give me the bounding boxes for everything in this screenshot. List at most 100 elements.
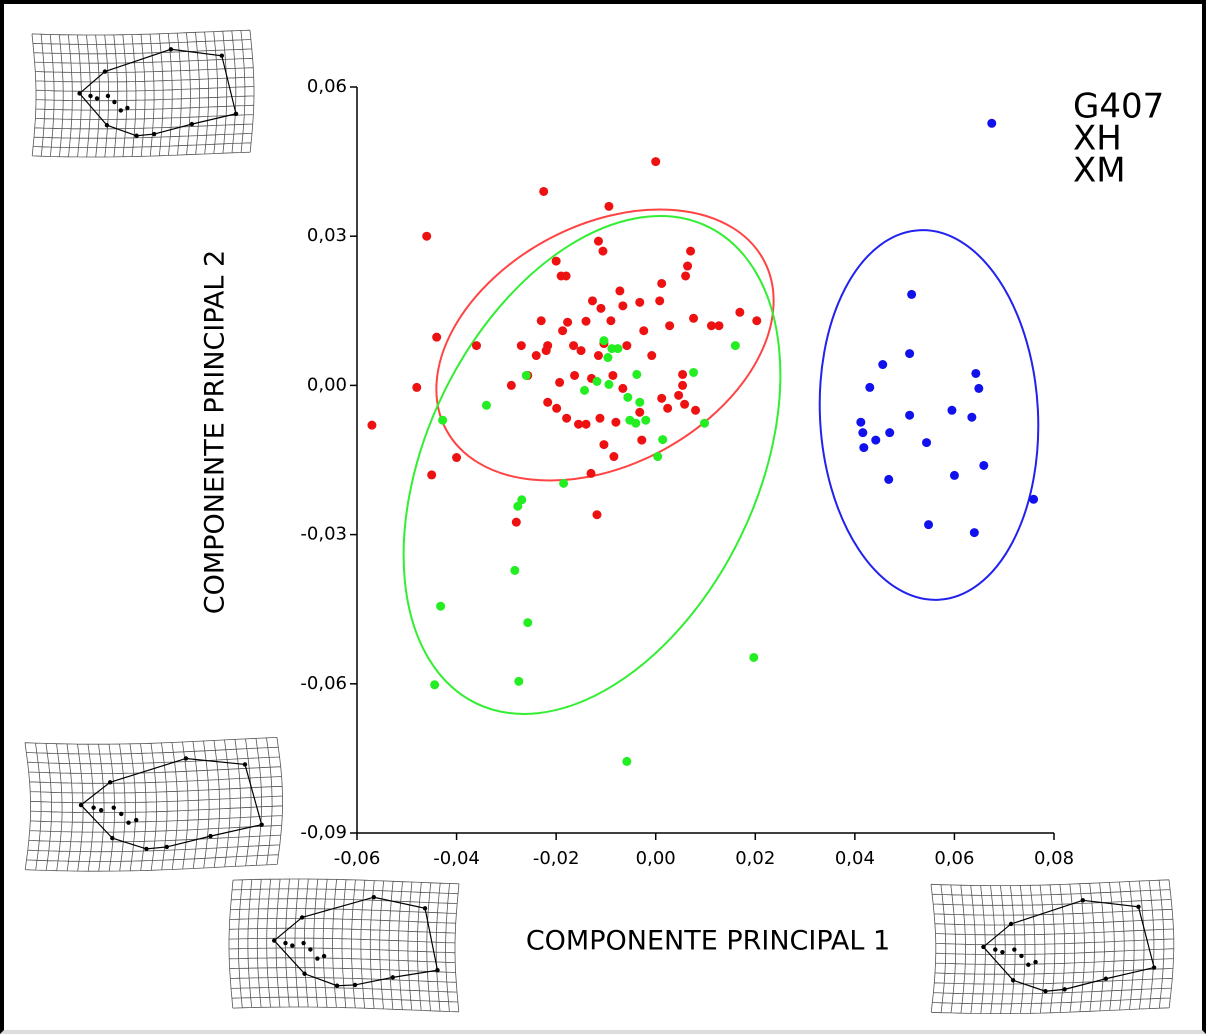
landmark (77, 91, 81, 95)
point (622, 341, 631, 350)
x-tick-label: 0,06 (934, 848, 974, 869)
landmark (108, 780, 112, 784)
landmark (99, 808, 103, 812)
point (559, 479, 568, 488)
point (609, 452, 618, 461)
point (623, 393, 632, 402)
landmark (1062, 987, 1066, 991)
point (615, 286, 624, 295)
point (599, 440, 608, 449)
x-tick-label: 0,00 (636, 848, 676, 869)
y-tick-label: -0,03 (300, 524, 347, 545)
landmark (112, 100, 116, 104)
point (647, 351, 656, 360)
point (979, 461, 988, 470)
point (596, 304, 605, 313)
landmark (1104, 977, 1108, 981)
point (641, 416, 650, 425)
chart: COMPONENTE PRINCIPAL 1 COMPONENTE PRINCI… (0, 0, 1206, 1034)
point (517, 341, 526, 350)
landmark (112, 805, 116, 809)
deformation-grid (931, 880, 1174, 1014)
landmark (169, 47, 173, 51)
point (604, 380, 613, 389)
point (657, 394, 666, 403)
point (422, 232, 431, 241)
landmark (1000, 950, 1004, 954)
landmark (134, 134, 138, 138)
point (689, 368, 698, 377)
point (608, 371, 617, 380)
deformation-grid (229, 879, 459, 1012)
landmark (126, 821, 130, 825)
point (658, 435, 667, 444)
point (665, 321, 674, 330)
point (412, 383, 421, 392)
y-tick-label: 0,03 (307, 225, 347, 246)
landmark (322, 954, 326, 958)
point (594, 237, 603, 246)
point (552, 257, 561, 266)
landmark (272, 938, 276, 942)
y-tick-label: 0,00 (307, 374, 347, 395)
landmark (88, 94, 92, 98)
x-axis-title: COMPONENTE PRINCIPAL 1 (526, 926, 890, 957)
point (987, 119, 996, 128)
point (907, 290, 916, 299)
point (856, 418, 865, 427)
point (569, 341, 578, 350)
landmark (220, 54, 224, 58)
landmark (208, 834, 212, 838)
point (582, 317, 591, 326)
point (430, 680, 439, 689)
point (512, 518, 521, 527)
point (885, 428, 894, 437)
landmark (391, 975, 395, 979)
point (635, 408, 644, 417)
landmark (234, 112, 238, 116)
landmark (372, 895, 376, 899)
point (563, 318, 572, 327)
point (532, 351, 541, 360)
point (606, 316, 615, 325)
point (367, 421, 376, 430)
point (542, 346, 551, 355)
point (752, 316, 761, 325)
landmark (993, 947, 997, 951)
confidence-ellipse (328, 154, 857, 775)
landmark (119, 812, 123, 816)
x-tick-label: 0,08 (1034, 848, 1074, 869)
point (482, 401, 491, 410)
landmark (259, 822, 263, 826)
landmark (1011, 978, 1015, 982)
point (611, 418, 620, 427)
point (537, 316, 546, 325)
x-tick-label: -0,04 (433, 848, 480, 869)
point (632, 370, 641, 379)
point (562, 414, 571, 423)
point (580, 386, 589, 395)
deformation-grid (32, 30, 254, 157)
landmark (302, 972, 306, 976)
point (539, 187, 548, 196)
point (663, 404, 672, 413)
point (523, 618, 532, 627)
point (635, 298, 644, 307)
y-tick-label: -0,06 (300, 673, 347, 694)
landmark (1043, 989, 1047, 993)
point (884, 475, 893, 484)
deformation-grid (25, 737, 283, 871)
landmark (110, 836, 114, 840)
point (970, 528, 979, 537)
x-tick-label: -0,02 (533, 848, 580, 869)
point (858, 428, 867, 437)
point (436, 602, 445, 611)
point (947, 406, 956, 415)
point (871, 436, 880, 445)
point (683, 262, 692, 271)
point (859, 443, 868, 452)
y-tick-label: 0,06 (307, 76, 347, 97)
point (507, 381, 516, 390)
point (594, 351, 603, 360)
legend-label: XM (1073, 151, 1126, 191)
